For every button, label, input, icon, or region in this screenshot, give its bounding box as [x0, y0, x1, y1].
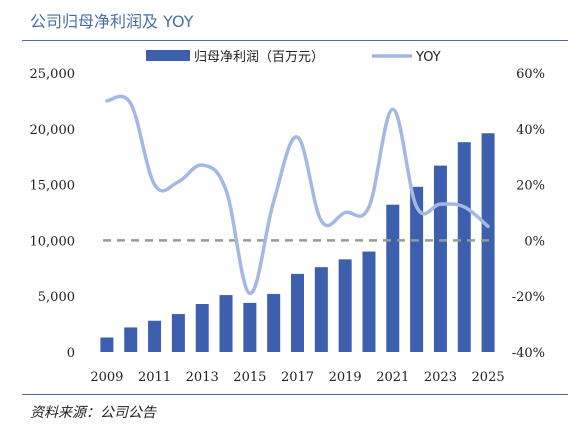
x-axis-tick: 2025: [472, 370, 505, 385]
bar-2021: [386, 204, 400, 352]
bar-2018: [314, 267, 328, 352]
right-axis-tick: 60%: [516, 67, 545, 82]
x-axis-tick: 2021: [376, 370, 409, 385]
yoy-line: [105, 94, 490, 296]
x-axis-tick: 2015: [233, 370, 266, 385]
bar-2010: [124, 327, 138, 352]
source-note: 资料来源：公司公告: [30, 405, 156, 421]
x-axis-tick: 2023: [424, 370, 457, 385]
left-axis-tick: 20,000: [30, 123, 76, 138]
bar-2013: [195, 304, 209, 352]
bar-2012: [171, 314, 185, 352]
bar-2016: [267, 293, 281, 352]
chart-title: 公司归母净利润及 YOY: [30, 12, 194, 31]
bar-2011: [148, 320, 162, 352]
left-axis-tick: 15,000: [30, 179, 76, 194]
bar-2023: [433, 165, 447, 352]
bar-2015: [243, 302, 257, 352]
right-axis-tick: -20%: [512, 290, 545, 305]
bar-2025: [481, 133, 495, 352]
right-axis-tick: -40%: [512, 346, 545, 361]
left-axis-tick: 10,000: [30, 234, 76, 249]
bar-2019: [338, 259, 352, 352]
bar-line-chart: 0 5,000 10,000 15,000 20,000 25,000 -40% -20% 0%…: [30, 50, 545, 385]
left-axis-tick: 5,000: [38, 290, 75, 305]
right-axis-tick: 20%: [516, 179, 545, 194]
legend-bar-label: 归母净利润（百万元）: [194, 50, 324, 65]
x-axis-tick: 2017: [281, 370, 314, 385]
legend-line-label: YOY: [415, 50, 441, 65]
bar-2009: [100, 337, 114, 352]
legend-bar-swatch: [146, 50, 190, 61]
right-axis-tick: 40%: [516, 123, 545, 138]
bar-2022: [410, 186, 424, 352]
top-rule: [22, 40, 568, 41]
left-axis-tick: 0: [67, 346, 75, 361]
bar-2024: [457, 142, 471, 352]
x-axis-tick: 2011: [138, 370, 171, 385]
bar-2020: [362, 251, 376, 352]
x-axis-tick: 2009: [90, 370, 123, 385]
bottom-rule: [22, 394, 568, 395]
bar-2017: [291, 273, 304, 352]
left-axis-tick: 25,000: [30, 67, 76, 82]
x-axis-tick: 2019: [329, 370, 362, 385]
x-axis-tick: 2013: [186, 370, 219, 385]
right-axis-tick: 0%: [524, 234, 545, 249]
bar-2014: [219, 295, 233, 352]
